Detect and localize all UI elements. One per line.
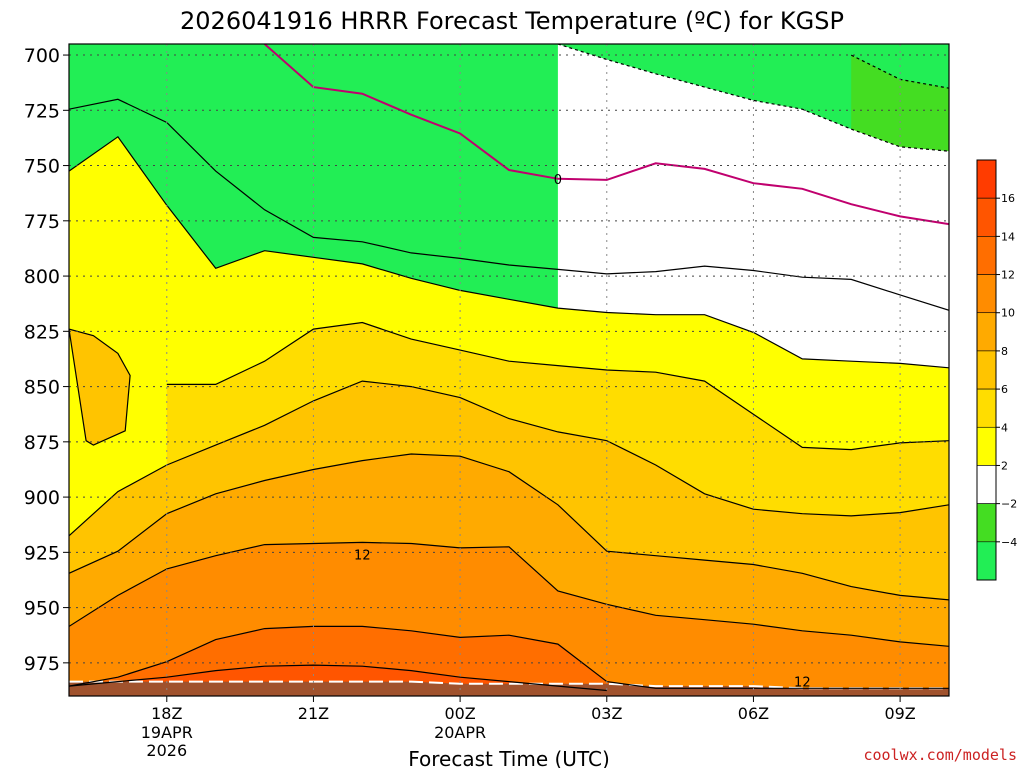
freezing-line [263,44,949,226]
x-tick-date-19APR: 19APR [141,723,193,742]
contour-line-2 [69,135,949,369]
plot-frame [68,43,950,697]
chart-title: 2026041916 HRRR Forecast Temperature (ºC… [180,7,844,35]
contour-labels: 12 0 12 [354,173,811,691]
y-tick-label-775: 775 [24,211,60,233]
colorbar-bin-pos2 [976,426,997,466]
colorbar-label-5: 6 [1001,383,1008,396]
colorbar-bin-pos6 [976,350,997,390]
colorbar-bin-neg6 [976,541,997,581]
colorbar-bin-pos10 [976,274,997,314]
y-tick-label-850: 850 [24,377,60,399]
colorbar-label-4: 8 [1001,345,1008,358]
y-tick-label-925: 925 [24,542,60,564]
contour-label-12: 12 [794,676,811,691]
y-tick-label-975: 975 [24,653,60,675]
contour-line-4 [166,321,949,451]
y-tick-label-700: 700 [24,45,60,67]
x-tick-label-18Z: 18Z [151,704,182,723]
contour-line-6 [69,380,949,537]
colorbar-frame [976,159,997,581]
plot-area [69,44,949,696]
colorbar-bin-neg4 [976,503,997,543]
contour-label-12: 12 [354,549,371,564]
contour-line-8 [69,453,949,601]
y-tick-label-950: 950 [24,598,60,620]
y-tick-label-825: 825 [24,321,60,343]
colorbar-bin-pos12 [976,236,997,275]
x-tick-label-21Z: 21Z [298,704,329,723]
x-axis-label: Forecast Time (UTC) [408,747,610,768]
colorbar-bin-zero [976,465,997,504]
y-tick-label-750: 750 [24,156,60,178]
colorbar-bin-pos4 [976,388,997,428]
freezing-layer [263,44,949,226]
x-tick-date-20APR: 20APR [434,723,486,742]
x-tick-label-03Z: 03Z [591,704,622,723]
contour-line-10 [69,541,949,647]
x-tick-label-06Z: 06Z [738,704,769,723]
colorbar-label-1: 14 [1001,230,1015,243]
warm-pocket-0 [69,328,131,446]
contour-line-12 [69,625,949,689]
credit-text: coolwx.com/models [863,746,1017,764]
colorbar-label-9: −4 [1001,536,1017,549]
colorbar-label-7: 2 [1001,459,1008,472]
colorbar-bin-pos8 [976,312,997,352]
colorbar-label-0: 16 [1001,192,1015,205]
contour-label-0: 0 [554,173,562,188]
colorbar-label-8: −2 [1001,498,1017,511]
y-tick-label-900: 900 [24,487,60,509]
colorbar-bin-pos14 [976,197,997,237]
y-axis: 700 725 750 775 800 825 850 875 900 925 950 975 [24,45,69,675]
colorbar-label-3: 10 [1001,307,1015,320]
y-tick-label-800: 800 [24,266,60,288]
contour-line-0 [69,98,949,311]
colorbar-bin-pos16 [976,159,997,199]
contour-line-14 [69,664,607,692]
x-tick-label-09Z: 09Z [884,704,915,723]
colorbar: 16 14 12 10 8 6 4 2 −2 −4 [976,159,1017,581]
y-tick-label-725: 725 [24,100,60,122]
x-tick-year-2026: 2026 [146,741,187,760]
contour-line-neg2 [557,44,949,152]
x-tick-label-00Z: 00Z [444,704,475,723]
colorbar-label-2: 12 [1001,269,1015,282]
ground [69,681,949,696]
colorbar-label-6: 4 [1001,421,1008,434]
y-tick-label-875: 875 [24,432,60,454]
